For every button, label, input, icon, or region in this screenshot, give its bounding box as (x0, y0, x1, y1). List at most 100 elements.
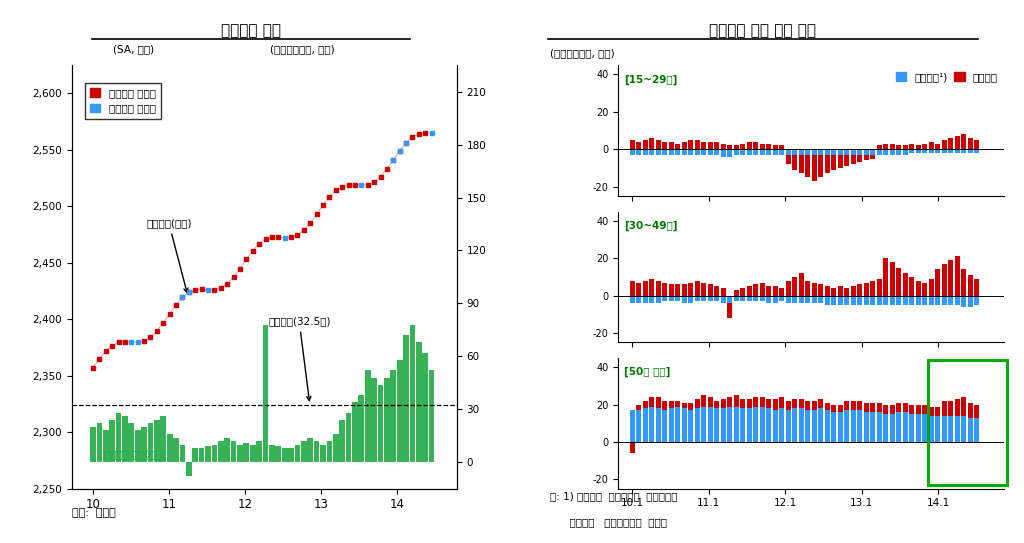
Bar (793, 399, 798, 408)
Bar (753, 285, 759, 295)
Bar (701, 295, 707, 301)
Bar (785, 149, 791, 155)
Bar (870, 412, 876, 442)
Bar (238, 445, 243, 462)
Bar (968, 403, 973, 418)
Bar (968, 138, 973, 149)
Bar (805, 281, 810, 295)
Bar (663, 149, 668, 155)
Bar (870, 149, 876, 155)
Bar (838, 286, 843, 295)
Bar (883, 295, 889, 305)
Text: 취업자수(좌측): 취업자수(좌측) (146, 219, 191, 293)
Bar (785, 281, 791, 295)
Bar (812, 411, 817, 442)
Bar (954, 149, 959, 153)
Bar (838, 405, 843, 412)
Bar (909, 149, 914, 153)
Bar (831, 405, 837, 412)
Bar (857, 285, 862, 295)
Bar (682, 142, 687, 149)
Text: (SA, 만명): (SA, 만명) (113, 45, 154, 55)
Bar (779, 146, 784, 149)
Bar (655, 397, 660, 408)
Bar (909, 295, 914, 305)
Bar (863, 155, 868, 160)
Bar (669, 285, 674, 295)
Bar (663, 401, 668, 411)
Bar (877, 403, 882, 412)
Bar (313, 441, 319, 462)
Bar (682, 403, 687, 408)
Bar (649, 295, 654, 303)
Bar (962, 397, 967, 416)
Bar (948, 260, 953, 295)
Bar (929, 360, 1008, 485)
Bar (708, 285, 713, 295)
Bar (766, 286, 771, 295)
Bar (643, 140, 648, 149)
Bar (851, 155, 856, 164)
Bar (141, 427, 147, 462)
Bar (669, 401, 674, 408)
Bar (805, 149, 810, 155)
Bar (161, 416, 166, 462)
Bar (799, 149, 804, 155)
Bar (915, 405, 921, 414)
Bar (915, 414, 921, 442)
Bar (870, 295, 876, 305)
Bar (883, 405, 889, 414)
Bar (935, 416, 940, 442)
Bar (256, 441, 262, 462)
Bar (636, 295, 641, 303)
Bar (923, 414, 928, 442)
Bar (630, 411, 635, 442)
Bar (760, 143, 765, 149)
Bar (682, 149, 687, 155)
Bar (824, 411, 829, 442)
Bar (301, 441, 307, 462)
Bar (636, 142, 641, 149)
Bar (870, 155, 876, 159)
Bar (812, 295, 817, 303)
Bar (727, 303, 732, 318)
Bar (733, 395, 739, 407)
Bar (890, 414, 895, 442)
Bar (942, 401, 947, 416)
Bar (663, 282, 668, 295)
Bar (727, 397, 732, 407)
Bar (675, 285, 680, 295)
Bar (779, 397, 784, 408)
Bar (799, 295, 804, 303)
Bar (793, 295, 798, 303)
Bar (429, 370, 434, 462)
Bar (831, 295, 837, 305)
Bar (890, 262, 895, 295)
Bar (173, 438, 179, 462)
Bar (805, 155, 810, 177)
Bar (390, 370, 396, 462)
Bar (135, 431, 140, 462)
Bar (805, 401, 810, 411)
Bar (812, 282, 817, 295)
Bar (212, 445, 217, 462)
Text: 가정하에   생산가능인구  증감을: 가정하에 생산가능인구 증감을 (550, 517, 667, 527)
Bar (915, 146, 921, 149)
Bar (851, 401, 856, 411)
Bar (760, 295, 765, 301)
Bar (701, 395, 707, 407)
Bar (262, 325, 268, 462)
Bar (935, 407, 940, 416)
Bar (773, 399, 778, 411)
Bar (721, 408, 726, 442)
Bar (968, 418, 973, 442)
Bar (883, 414, 889, 442)
Bar (818, 399, 823, 408)
Bar (962, 416, 967, 442)
Bar (760, 407, 765, 442)
Bar (649, 407, 654, 442)
Bar (863, 149, 868, 155)
Text: 취업자수 증감(우측): 취업자수 증감(우측) (104, 449, 166, 459)
Bar (831, 412, 837, 442)
Bar (643, 401, 648, 408)
